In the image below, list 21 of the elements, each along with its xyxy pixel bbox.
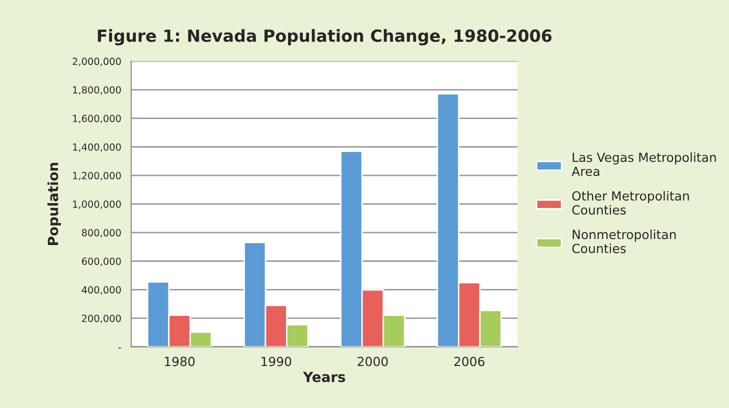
x-tick-label: 2000	[358, 356, 388, 366]
x-tick-label: 1990	[262, 356, 292, 366]
y-tick-label: 200,000	[82, 314, 121, 324]
x-tick-label: 1980	[164, 356, 195, 366]
y-tick-label: 1,200,000	[73, 172, 121, 180]
x-axis-title: Years	[302, 372, 346, 382]
y-tick-label: 400,000	[82, 286, 121, 295]
legend-label: Las Vegas Metropolitan Area	[572, 152, 716, 176]
y-tick-label: 1,400,000	[73, 143, 121, 152]
y-tick-label: 800,000	[82, 229, 121, 238]
legend-label: Nonmetropolitan Counties	[572, 230, 676, 254]
chart-title: Figure 1: Nevada Population Change, 1980-2006	[98, 29, 552, 46]
legend-label: Other Metropolitan Counties	[572, 190, 689, 215]
y-axis-title: Population	[47, 162, 61, 245]
y-tick-label: -	[118, 347, 122, 348]
y-tick-label: 1,600,000	[73, 114, 121, 124]
y-tick-label: 1,000,000	[73, 200, 121, 209]
y-tick-label: 1,800,000	[73, 86, 121, 95]
y-tick-label: 2,000,000	[72, 58, 121, 66]
x-tick-label: 2006	[454, 356, 484, 366]
y-tick-label: 600,000	[82, 258, 121, 266]
